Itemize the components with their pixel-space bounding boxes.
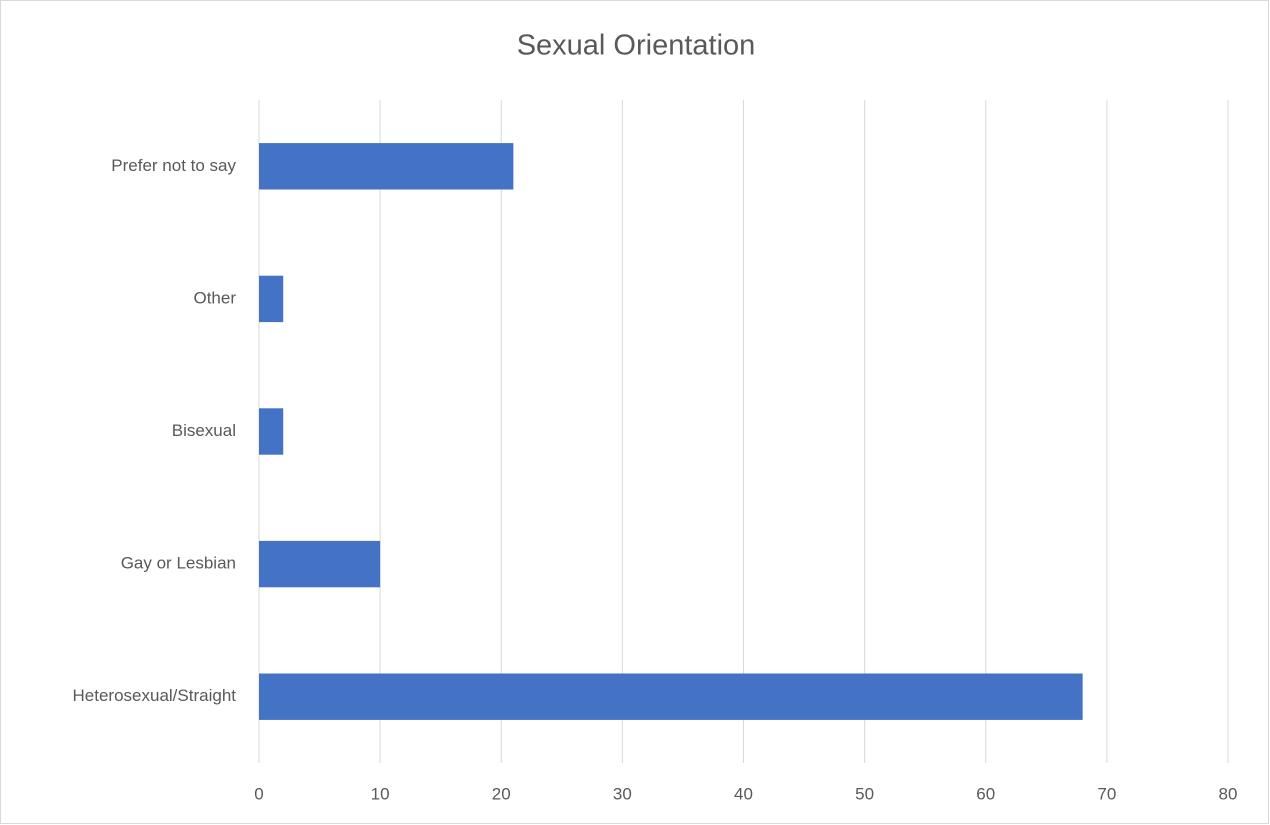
chart-title: Sexual Orientation: [517, 30, 756, 62]
y-tick-label: Heterosexual/Straight: [73, 686, 237, 705]
bar: [259, 408, 284, 455]
bar: [259, 673, 1083, 720]
bar: [259, 540, 381, 588]
x-tick-label: 20: [492, 784, 511, 803]
y-tick-label: Other: [193, 288, 236, 307]
bar: [259, 143, 514, 190]
y-tick-label: Bisexual: [172, 421, 236, 440]
x-tick-label: 10: [371, 784, 390, 803]
x-tick-label: 50: [855, 784, 874, 803]
bar: [259, 275, 284, 323]
x-tick-label: 30: [613, 784, 632, 803]
y-tick-label: Gay or Lesbian: [121, 554, 236, 573]
x-tick-label: 40: [734, 784, 753, 803]
x-tick-label: 0: [254, 784, 263, 803]
y-tick-label: Prefer not to say: [111, 156, 236, 175]
x-tick-label: 80: [1219, 784, 1238, 803]
x-tick-label: 70: [1097, 784, 1116, 803]
x-tick-label: 60: [976, 784, 995, 803]
